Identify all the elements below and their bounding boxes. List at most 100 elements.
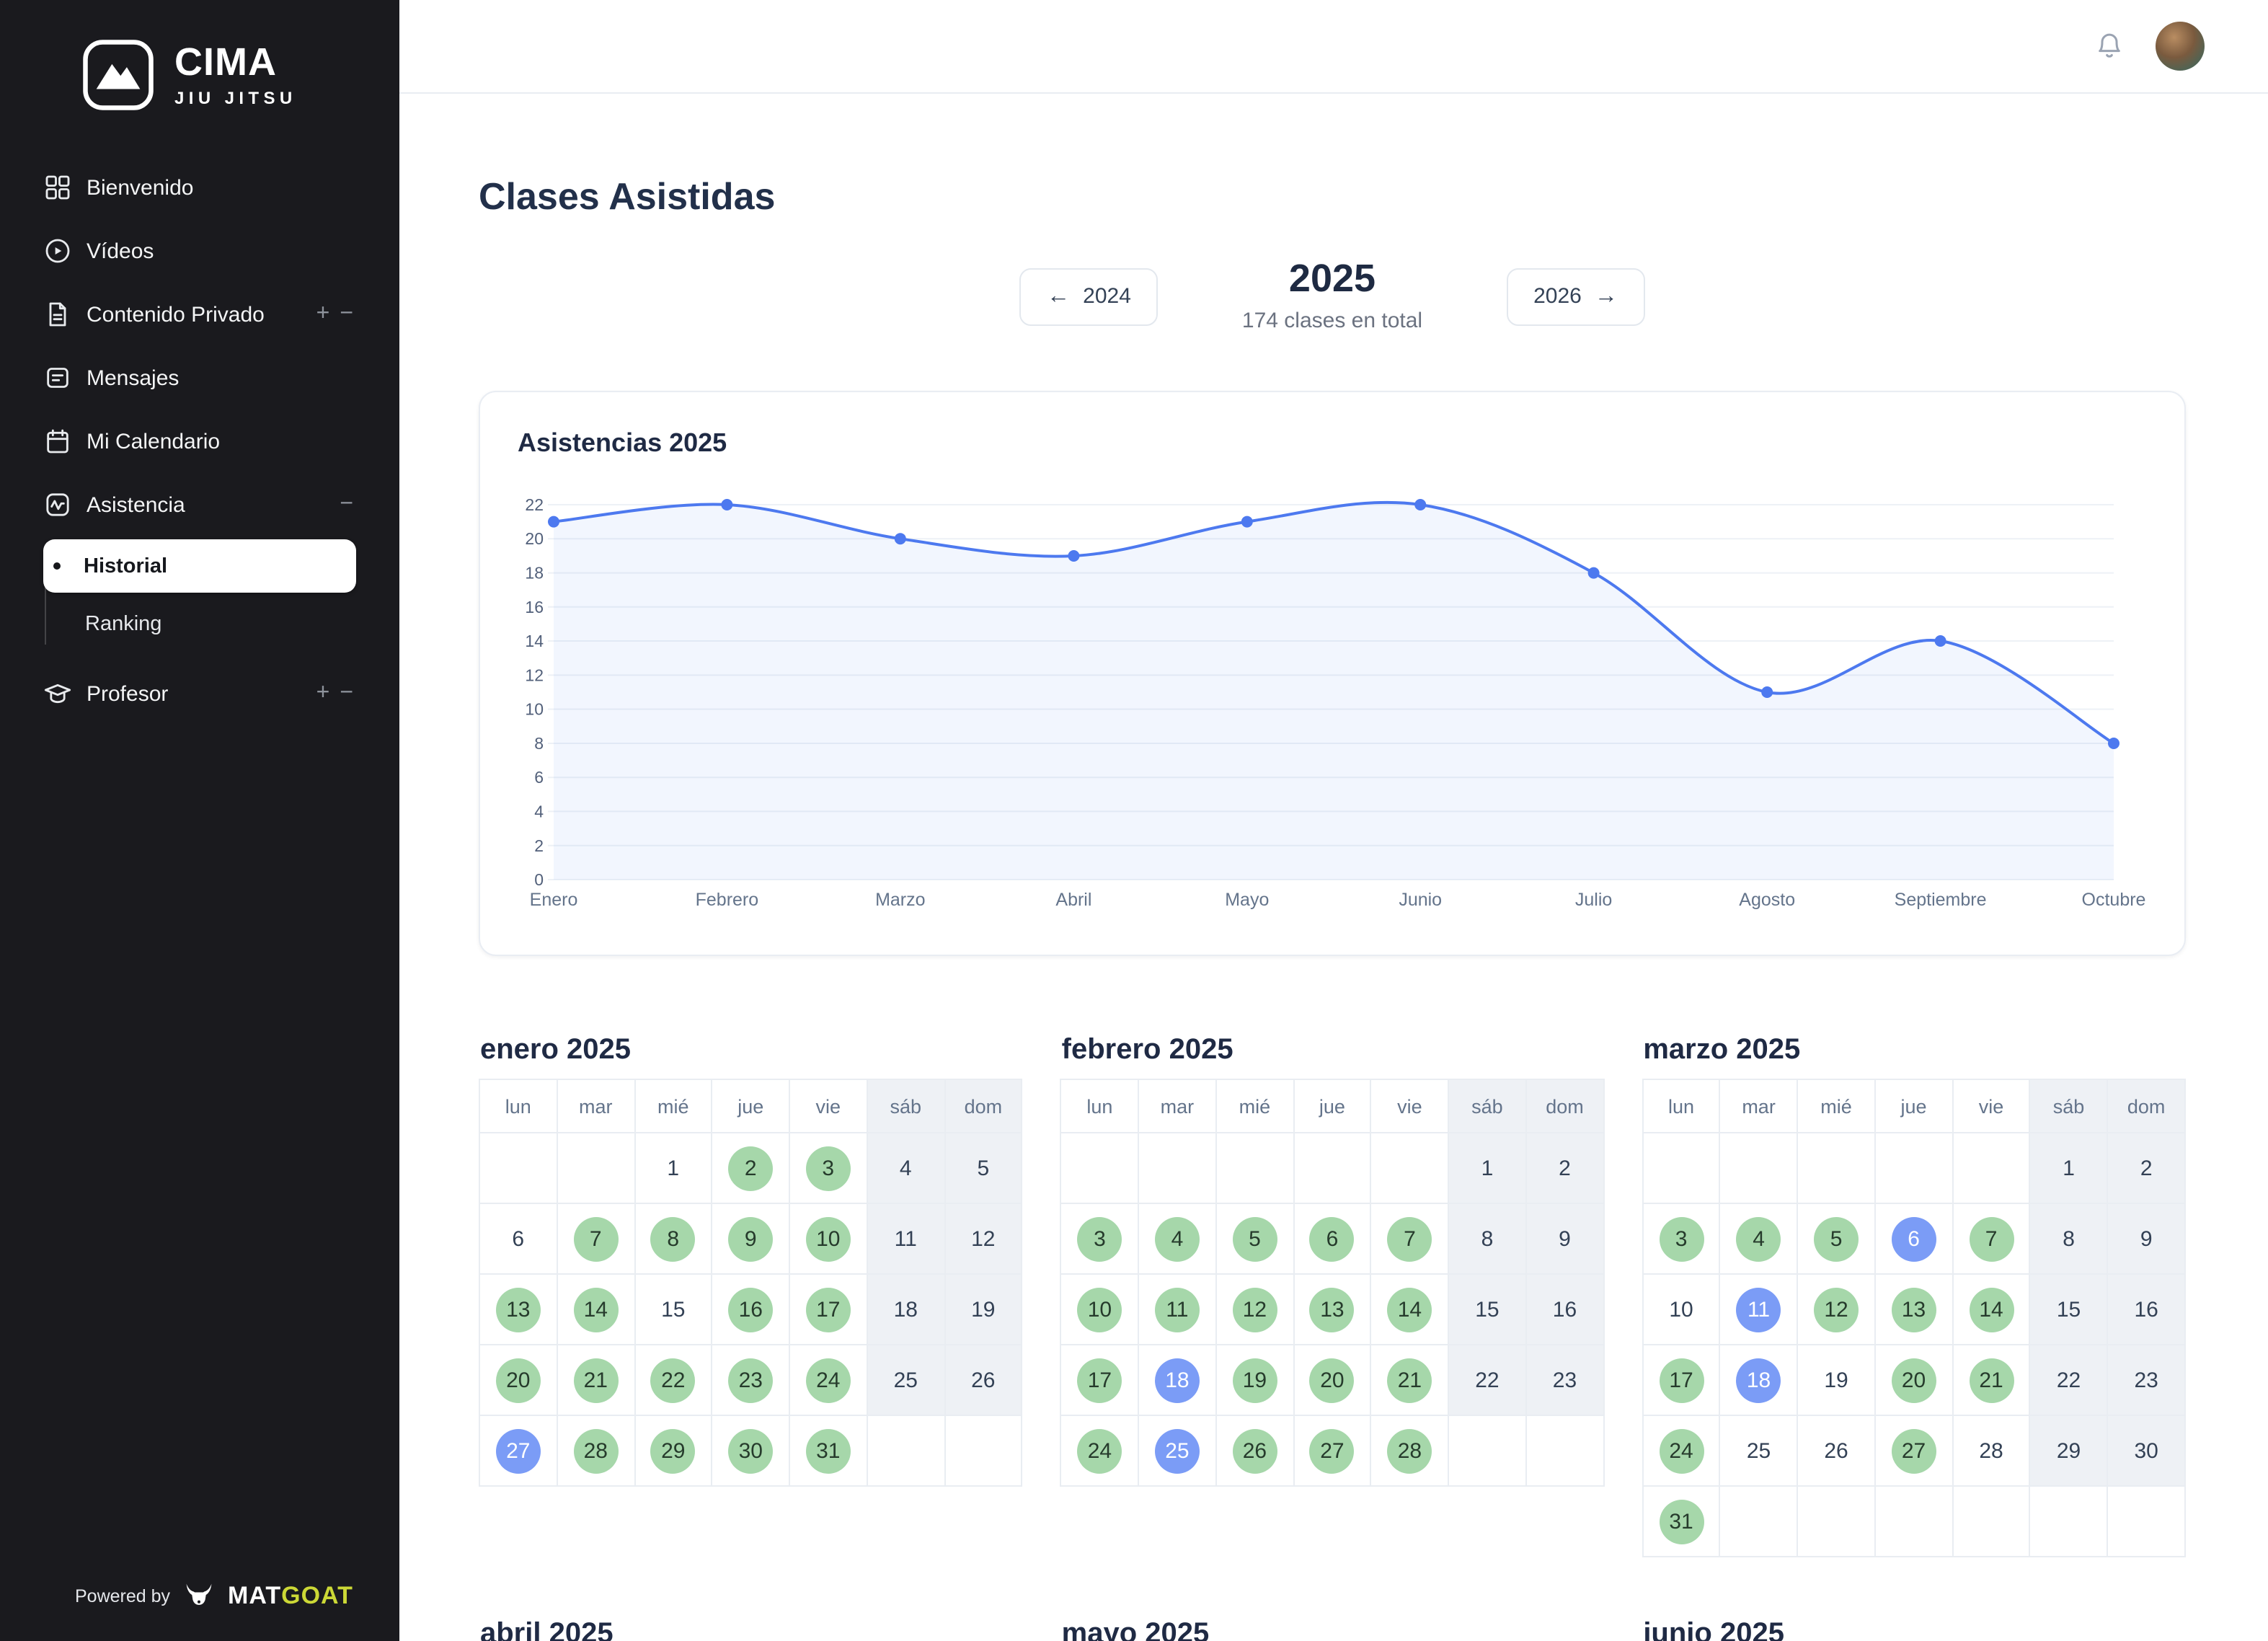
- calendar-day: 22: [634, 1344, 713, 1416]
- calendar-day: 3: [1060, 1203, 1140, 1275]
- expand-plus-icon[interactable]: +: [316, 301, 330, 326]
- arrow-left-icon: ←: [1047, 283, 1071, 308]
- chart-point: [1068, 550, 1080, 562]
- sidebar-item-profesor[interactable]: Profesor + −: [23, 662, 376, 725]
- calendar-month-title: abril 2025: [480, 1618, 613, 1641]
- svg-text:Mayo: Mayo: [1225, 890, 1269, 910]
- calendar-day: 18: [1138, 1344, 1217, 1416]
- sidebar-nav: Bienvenido Vídeos Contenido Privado + − Mensa…: [0, 156, 399, 725]
- chart-point: [548, 516, 559, 528]
- attended-day: 24: [805, 1358, 851, 1402]
- attended-day: 27: [1891, 1428, 1936, 1473]
- svg-text:Marzo: Marzo: [875, 890, 925, 910]
- attended-day: 4: [1736, 1216, 1781, 1261]
- calendar-empty-cell: [556, 1132, 635, 1204]
- calendar-day: 20: [1293, 1344, 1372, 1416]
- attended-day: 2: [728, 1146, 774, 1190]
- user-avatar[interactable]: [2156, 22, 2205, 71]
- sidebar-item-mensajes[interactable]: Mensajes: [23, 346, 376, 410]
- calendar-day: 12: [1797, 1273, 1876, 1345]
- attended-day: 20: [495, 1358, 541, 1402]
- calendar-month-title: marzo 2025: [1643, 1034, 1801, 1066]
- collapse-minus-icon[interactable]: −: [340, 681, 353, 705]
- attended-day: 5: [1814, 1216, 1859, 1261]
- arrow-right-icon: →: [1594, 283, 1618, 308]
- calendar-day: 26: [1797, 1415, 1876, 1487]
- total-classes-label: 174 clases en total: [1241, 309, 1423, 333]
- calendar-month-title: mayo 2025: [1061, 1618, 1210, 1641]
- collapse-minus-icon[interactable]: −: [340, 492, 353, 516]
- chart-point: [1241, 516, 1253, 528]
- message-icon: [43, 363, 72, 392]
- calendar-day: 19: [1215, 1344, 1295, 1416]
- sidebar-item-contenido-privado[interactable]: Contenido Privado + −: [23, 283, 376, 346]
- activity-icon: [43, 490, 72, 519]
- calendar-empty-cell: [2107, 1485, 2186, 1557]
- chart-point: [1587, 567, 1600, 579]
- attended-day: 12: [1814, 1287, 1859, 1332]
- weekday-header: dom: [944, 1079, 1023, 1133]
- calendar-day: 27: [479, 1415, 558, 1487]
- attended-day: 28: [573, 1428, 619, 1473]
- calendar-month-title: febrero 2025: [1061, 1034, 1233, 1066]
- svg-text:Octubre: Octubre: [2082, 890, 2146, 910]
- svg-text:Julio: Julio: [1575, 890, 1612, 910]
- calendar-day: 23: [2107, 1344, 2186, 1416]
- chart-point: [1414, 499, 1427, 510]
- sidebar-item-bienvenido[interactable]: Bienvenido: [23, 156, 376, 219]
- calendar-day: 19: [944, 1273, 1023, 1345]
- calendar-day: 17: [1642, 1344, 1721, 1416]
- chart-title: Asistencias 2025: [518, 428, 727, 457]
- calendar-day: 30: [2107, 1415, 2186, 1487]
- calendar-day: 19: [1797, 1344, 1876, 1416]
- next-year-button[interactable]: 2026 →: [1506, 267, 1645, 325]
- attended-day: 13: [1309, 1287, 1355, 1332]
- svg-text:22: 22: [525, 495, 544, 514]
- calendar-empty-cell: [1138, 1132, 1217, 1204]
- calendar-day: 11: [1719, 1273, 1799, 1345]
- calendar-enero-2025: enero 2025 lun mar mié jue vie sáb dom 1 2 3 4 5 6 7 8 9…: [479, 1034, 1023, 1487]
- calendar-day: 24: [1060, 1415, 1140, 1487]
- attended-day: 5: [1232, 1216, 1277, 1261]
- notifications-bell-icon[interactable]: [2095, 32, 2124, 61]
- chart-point: [721, 499, 733, 510]
- cap-icon: [43, 679, 72, 708]
- collapse-minus-icon[interactable]: −: [340, 301, 353, 326]
- svg-text:Febrero: Febrero: [696, 890, 759, 910]
- calendar-empty-cell: [1719, 1132, 1799, 1204]
- calendar-day: 7: [1370, 1203, 1450, 1275]
- page-title: Clases Asistidas: [479, 174, 776, 218]
- sidebar-subitem-ranking[interactable]: Ranking: [85, 613, 162, 636]
- attended-day: 8: [650, 1216, 696, 1261]
- attended-day: 17: [805, 1287, 851, 1332]
- prev-year-button[interactable]: ← 2024: [1019, 267, 1159, 325]
- app-logo[interactable]: CIMA JIU JITSU: [0, 0, 399, 127]
- matgoat-goat-icon: [182, 1580, 216, 1612]
- weekday-header: lun: [1642, 1079, 1721, 1133]
- calendar-empty-cell: [2029, 1485, 2109, 1557]
- calendar-empty-cell: [1719, 1485, 1799, 1557]
- svg-text:2: 2: [534, 836, 544, 855]
- sidebar-item-asistencia[interactable]: Asistencia −: [23, 473, 376, 536]
- calendar-day: 10: [1642, 1273, 1721, 1345]
- expand-plus-icon[interactable]: +: [316, 681, 330, 705]
- calendar-day: 11: [1138, 1273, 1217, 1345]
- calendar-day: 25: [866, 1344, 945, 1416]
- calendar-empty-cell: [1525, 1415, 1605, 1487]
- play-icon: [43, 236, 72, 265]
- calendar-empty-cell: [1952, 1132, 2031, 1204]
- svg-text:10: 10: [525, 700, 544, 719]
- sidebar-subitem-historial[interactable]: Historial: [43, 539, 356, 593]
- highlighted-day: 27: [495, 1428, 541, 1473]
- sidebar-item-videos[interactable]: Vídeos: [23, 219, 376, 283]
- calendar-day: 6: [1874, 1203, 1954, 1275]
- main-area: Clases Asistidas ← 2024 2025 174 clases …: [399, 0, 2268, 1641]
- attended-day: 9: [728, 1216, 774, 1261]
- sidebar-item-mi-calendario[interactable]: Mi Calendario: [23, 410, 376, 473]
- attended-day: 12: [1232, 1287, 1277, 1332]
- attended-day: 31: [1659, 1499, 1704, 1544]
- calendar-month-title: enero 2025: [480, 1034, 632, 1066]
